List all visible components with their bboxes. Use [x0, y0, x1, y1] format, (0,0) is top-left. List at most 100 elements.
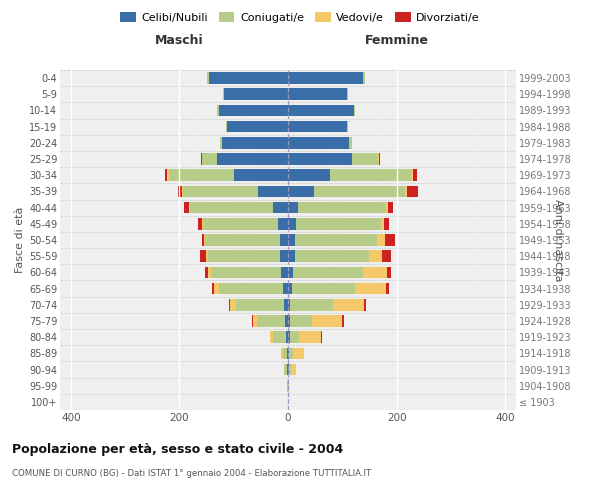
Bar: [258, 186, 288, 198]
Bar: [167, 170, 169, 181]
Bar: [198, 218, 202, 230]
Bar: [169, 170, 234, 181]
Bar: [208, 250, 280, 262]
Bar: [386, 282, 389, 294]
Bar: [293, 348, 304, 359]
Bar: [288, 137, 349, 148]
Bar: [273, 202, 288, 213]
Bar: [355, 282, 386, 294]
Bar: [230, 299, 236, 310]
Bar: [222, 137, 288, 148]
Bar: [349, 137, 352, 148]
Bar: [178, 186, 182, 198]
Bar: [200, 250, 206, 262]
Bar: [288, 218, 296, 230]
Bar: [321, 332, 322, 343]
Bar: [236, 299, 284, 310]
Bar: [287, 364, 288, 376]
Bar: [378, 153, 379, 165]
Bar: [253, 315, 257, 327]
Bar: [257, 315, 285, 327]
Bar: [387, 266, 391, 278]
Bar: [226, 121, 227, 132]
Bar: [288, 348, 289, 359]
Bar: [313, 315, 342, 327]
Bar: [370, 250, 382, 262]
Bar: [218, 282, 283, 294]
Bar: [251, 315, 253, 327]
Bar: [205, 234, 280, 246]
Bar: [208, 266, 211, 278]
Bar: [202, 218, 203, 230]
Bar: [383, 218, 389, 230]
Bar: [202, 153, 217, 165]
Bar: [287, 348, 288, 359]
Bar: [205, 266, 208, 278]
Y-axis label: Fasce di età: Fasce di età: [14, 207, 25, 273]
Bar: [224, 88, 288, 100]
Bar: [227, 121, 288, 132]
Bar: [284, 364, 287, 376]
Bar: [288, 153, 352, 165]
Bar: [283, 348, 287, 359]
Bar: [290, 315, 313, 327]
Text: Anni di nascita: Anni di nascita: [553, 198, 563, 281]
Bar: [296, 218, 382, 230]
Bar: [209, 72, 288, 84]
Bar: [291, 364, 296, 376]
Bar: [288, 121, 347, 132]
Bar: [332, 299, 364, 310]
Bar: [190, 202, 273, 213]
Bar: [354, 104, 355, 117]
Text: Popolazione per età, sesso e stato civile - 2004: Popolazione per età, sesso e stato civil…: [12, 442, 343, 456]
Bar: [288, 315, 290, 327]
Bar: [217, 104, 218, 117]
Bar: [405, 186, 407, 198]
Bar: [207, 72, 209, 84]
Bar: [299, 332, 321, 343]
Bar: [165, 170, 167, 181]
Bar: [278, 218, 288, 230]
Bar: [202, 234, 205, 246]
Bar: [288, 299, 290, 310]
Bar: [234, 170, 288, 181]
Bar: [295, 250, 370, 262]
Bar: [280, 234, 288, 246]
Bar: [189, 202, 190, 213]
Text: Maschi: Maschi: [155, 34, 204, 48]
Bar: [377, 234, 385, 246]
Bar: [182, 186, 183, 198]
Bar: [289, 348, 293, 359]
Bar: [288, 72, 363, 84]
Bar: [379, 153, 380, 165]
Bar: [217, 153, 288, 165]
Bar: [342, 315, 344, 327]
Bar: [218, 104, 288, 117]
Bar: [288, 88, 347, 100]
Legend: Celibi/Nubili, Coniugati/e, Vedovi/e, Divorziati/e: Celibi/Nubili, Coniugati/e, Vedovi/e, Di…: [116, 8, 484, 28]
Bar: [292, 282, 355, 294]
Bar: [363, 266, 387, 278]
Bar: [386, 202, 388, 213]
Bar: [286, 332, 288, 343]
Bar: [285, 315, 288, 327]
Bar: [347, 88, 348, 100]
Bar: [270, 332, 273, 343]
Bar: [382, 218, 383, 230]
Bar: [183, 186, 258, 198]
Bar: [352, 153, 378, 165]
Bar: [288, 332, 290, 343]
Bar: [288, 202, 298, 213]
Bar: [288, 266, 293, 278]
Bar: [295, 234, 377, 246]
Bar: [220, 137, 222, 148]
Bar: [363, 72, 365, 84]
Bar: [284, 299, 288, 310]
Bar: [281, 348, 283, 359]
Bar: [280, 250, 288, 262]
Bar: [229, 299, 230, 310]
Text: Femmine: Femmine: [365, 34, 428, 48]
Bar: [288, 234, 295, 246]
Bar: [206, 250, 208, 262]
Bar: [364, 299, 366, 310]
